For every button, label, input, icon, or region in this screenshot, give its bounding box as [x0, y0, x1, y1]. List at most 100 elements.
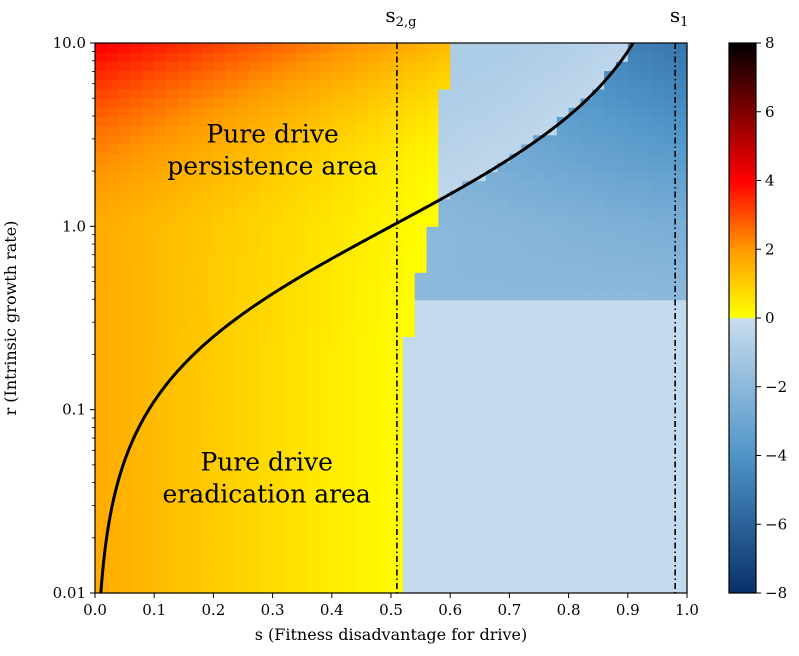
- heatmap-cell: [509, 565, 522, 576]
- heatmap-cell: [379, 189, 392, 200]
- heatmap-cell: [296, 226, 309, 237]
- heatmap-cell: [355, 327, 368, 337]
- heatmap-cell: [379, 528, 392, 539]
- heatmap-cell: [379, 510, 392, 521]
- heatmap-cell: [118, 363, 132, 374]
- heatmap-cell: [604, 125, 617, 136]
- heatmap-cell: [130, 519, 143, 530]
- heatmap-cell: [402, 290, 416, 301]
- heatmap-cell: [426, 162, 439, 172]
- heatmap-cell: [402, 244, 416, 255]
- heatmap-cell: [533, 345, 546, 356]
- heatmap-cell: [627, 400, 641, 411]
- heatmap-cell: [201, 217, 214, 227]
- heatmap-cell: [177, 281, 191, 292]
- heatmap-cell: [509, 492, 522, 502]
- heatmap-cell: [414, 345, 428, 356]
- heatmap-cell: [225, 134, 238, 145]
- heatmap-cell: [426, 565, 439, 576]
- heatmap-cell: [485, 373, 499, 383]
- heatmap-cell: [615, 409, 629, 420]
- heatmap-cell: [414, 198, 428, 209]
- heatmap-cell: [331, 43, 345, 53]
- heatmap-cell: [367, 125, 380, 136]
- heatmap-cell: [95, 345, 108, 356]
- heatmap-cell: [213, 382, 226, 392]
- heatmap-cell: [213, 143, 226, 154]
- heatmap-cell: [604, 88, 617, 99]
- heatmap-cell: [663, 180, 676, 191]
- heatmap-cell: [639, 400, 653, 411]
- heatmap-cell: [225, 373, 238, 383]
- heatmap-cell: [319, 574, 333, 585]
- heatmap-cell: [473, 327, 487, 337]
- heatmap-cell: [521, 125, 534, 136]
- heatmap-cell: [284, 79, 297, 90]
- heatmap-cell: [154, 409, 167, 420]
- heatmap-cell: [592, 281, 605, 292]
- heatmap-cell: [414, 574, 428, 585]
- heatmap-cell: [95, 208, 108, 218]
- heatmap-cell: [154, 263, 167, 273]
- heatmap-cell: [248, 244, 262, 255]
- heatmap-cell: [592, 217, 605, 227]
- heatmap-cell: [627, 519, 641, 530]
- heatmap-cell: [272, 281, 286, 292]
- heatmap-cell: [402, 473, 416, 484]
- heatmap-cell: [379, 244, 392, 255]
- heatmap-cell: [106, 464, 120, 475]
- heatmap-cell: [402, 446, 416, 457]
- heatmap-cell: [533, 327, 546, 337]
- heatmap-cell: [473, 244, 487, 255]
- heatmap-cell: [450, 70, 463, 81]
- heatmap-cell: [296, 43, 309, 53]
- heatmap-cell: [379, 373, 392, 383]
- heatmap-cell: [154, 538, 167, 548]
- heatmap-cell: [319, 510, 333, 521]
- heatmap-cell: [308, 528, 321, 539]
- heatmap-cell: [177, 473, 191, 484]
- heatmap-cell: [95, 134, 108, 145]
- heatmap-cell: [568, 290, 582, 301]
- heatmap-cell: [331, 391, 345, 402]
- heatmap-cell: [627, 52, 641, 62]
- heatmap-cell: [284, 88, 297, 99]
- heatmap-cell: [272, 400, 286, 411]
- heatmap-cell: [308, 226, 321, 237]
- heatmap-cell: [343, 98, 357, 108]
- colorbar: [728, 42, 757, 594]
- heatmap-cell: [213, 418, 226, 429]
- heatmap-cell: [473, 391, 487, 402]
- heatmap-cell: [497, 464, 510, 475]
- heatmap-cell: [177, 143, 191, 154]
- heatmap-cell: [438, 318, 451, 328]
- heatmap-cell: [592, 327, 605, 337]
- heatmap-cell: [509, 180, 522, 191]
- heatmap-cell: [414, 244, 428, 255]
- heatmap-cell: [521, 171, 534, 182]
- heatmap-cell: [414, 70, 428, 81]
- heatmap-cell: [675, 217, 688, 227]
- heatmap-cell: [118, 574, 132, 585]
- heatmap-cell: [379, 538, 392, 548]
- heatmap-cell: [331, 382, 345, 392]
- heatmap-cell: [544, 382, 558, 392]
- heatmap-cell: [201, 528, 214, 539]
- heatmap-cell: [319, 345, 333, 356]
- heatmap-cell: [533, 318, 546, 328]
- heatmap-cell: [639, 428, 653, 438]
- heatmap-cell: [497, 290, 510, 301]
- heatmap-cell: [272, 263, 286, 273]
- heatmap-cell: [438, 52, 451, 62]
- heatmap-cell: [497, 583, 510, 594]
- heatmap-cell: [450, 492, 463, 502]
- heatmap-cell: [521, 538, 534, 548]
- heatmap-cell: [106, 318, 120, 328]
- heatmap-cell: [308, 134, 321, 145]
- heatmap-cell: [580, 382, 593, 392]
- heatmap-cell: [568, 217, 582, 227]
- heatmap-cell: [604, 244, 617, 255]
- heatmap-cell: [225, 244, 238, 255]
- heatmap-cell: [462, 290, 475, 301]
- heatmap-cell: [438, 88, 451, 99]
